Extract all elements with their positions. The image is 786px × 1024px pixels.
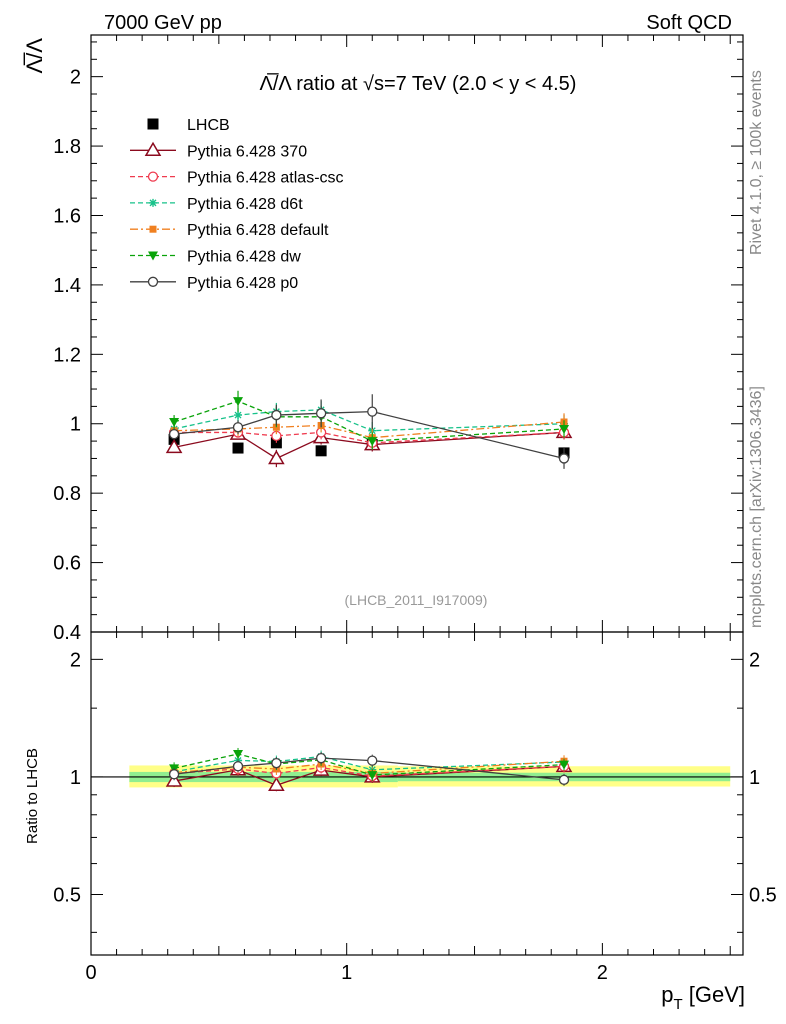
- main-y-tick-label: 1.2: [53, 344, 81, 366]
- main-y-tick-label: 1: [70, 414, 81, 436]
- main-y-tick-label: 1.6: [53, 205, 81, 227]
- watermark-label: (LHCB_2011_I917009): [345, 592, 488, 608]
- uncertainty-bands: [91, 765, 743, 788]
- ratio-point-p370: [268, 776, 285, 792]
- data-point-lhcb: [315, 445, 327, 457]
- legend-item-atlas_csc: Pythia 6.428 atlas-csc: [130, 170, 344, 187]
- side-source-label: mcplots.cern.ch [arXiv:1306.3436]: [748, 386, 765, 628]
- data-point-p0: [315, 408, 327, 419]
- ratio-point-p0: [367, 755, 378, 766]
- legend-marker-p0: [147, 276, 159, 287]
- ratio-y-tick-label-right: 1: [749, 767, 760, 789]
- legend-label-p0: Pythia 6.428 p0: [187, 275, 298, 292]
- legend: LHCB Pythia 6.428 370 Pythia 6.428 atlas-c…: [130, 117, 344, 292]
- plot-title: Λ̅/Λ ratio at √s=7 TeV (2.0 < y < 4.5): [260, 72, 577, 95]
- legend-item-p370: Pythia 6.428 370: [130, 141, 307, 160]
- side-rivet-label: Rivet 4.1.0, ≥ 100k events: [748, 70, 765, 255]
- legend-item-d6t: Pythia 6.428 d6t: [130, 196, 303, 213]
- legend-item-lhcb: LHCB: [147, 117, 230, 134]
- main-y-tick-label: 2: [70, 67, 81, 89]
- ratio-y-tick-label: 1: [70, 767, 81, 789]
- ratio-y-axis-label: Ratio to LHCB: [24, 748, 41, 844]
- legend-label-default: Pythia 6.428 default: [187, 222, 329, 239]
- main-y-tick-label: 0.8: [53, 483, 81, 505]
- x-axis-label: pT [GeV]: [661, 982, 745, 1013]
- plot-title-sqrt: √: [363, 73, 374, 95]
- series-line-p0: [174, 410, 565, 460]
- main-y-tick-label: 0.4: [53, 622, 81, 644]
- process-label: Soft QCD: [646, 12, 732, 34]
- main-y-tick-label: 0.6: [53, 553, 81, 575]
- legend-item-p0: Pythia 6.428 p0: [130, 275, 298, 292]
- data-point-dw: [169, 418, 180, 428]
- data-point-dw: [233, 397, 244, 407]
- ratio-line-dw: [173, 753, 565, 776]
- ratio-point-p0: [315, 753, 327, 764]
- data-point-p0: [271, 409, 282, 421]
- main-y-axis-label: Λ̅/Λ: [22, 38, 47, 74]
- x-tick-label: 1: [341, 962, 352, 984]
- ratio-y-tick-label: 0.5: [53, 885, 81, 907]
- ratio-y-tick-label-right: 0.5: [749, 885, 777, 907]
- series-line-dw: [173, 400, 565, 442]
- legend-marker-d6t: [149, 198, 157, 207]
- ratio-point-p0: [558, 774, 570, 785]
- x-axis-label-unit: [GeV]: [683, 982, 745, 1007]
- data-point-dw: [559, 424, 570, 434]
- ratio-point-p0: [168, 769, 180, 780]
- series-line-default: [174, 421, 565, 439]
- series-p0: [168, 394, 570, 469]
- ratio-point-p0: [232, 761, 244, 772]
- ratio-point-p0: [271, 757, 282, 769]
- series-line-atlas_csc: [174, 431, 565, 444]
- ratio-point-dw: [233, 749, 244, 759]
- data-point-p370: [165, 438, 183, 454]
- legend-item-dw: Pythia 6.428 dw: [130, 249, 301, 266]
- data-point-p0: [367, 406, 378, 417]
- legend-marker-dw: [148, 251, 158, 261]
- ratio-y-tick-label-right: 2: [749, 649, 760, 671]
- legend-label-dw: Pythia 6.428 dw: [187, 249, 301, 266]
- legend-label-d6t: Pythia 6.428 d6t: [187, 196, 303, 213]
- energy-label: 7000 GeV pp: [104, 12, 222, 34]
- ratio-series-p0: [168, 752, 570, 786]
- legend-label-lhcb: LHCB: [187, 117, 230, 134]
- ratio-line-p0: [174, 757, 565, 781]
- main-y-tick-label: 1.4: [53, 275, 81, 297]
- legend-label-p370: Pythia 6.428 370: [187, 143, 307, 160]
- legend-marker-lhcb: [147, 118, 159, 130]
- data-point-p0: [558, 453, 570, 464]
- ratio-line-d6t: [173, 755, 565, 773]
- ratio-line-p370: [173, 765, 565, 786]
- data-point-d6t: [234, 411, 243, 420]
- axes: 0.4 0.6 0.8 1 1.2 1.4 1.6 1.8 2 0 1 2 0.5 0.5 1 1 2 2: [53, 34, 777, 984]
- series-line-p370: [173, 431, 565, 460]
- legend-item-default: Pythia 6.428 default: [130, 222, 329, 239]
- legend-marker-p370: [144, 141, 162, 157]
- ratio-plot-frame: [90, 631, 744, 956]
- ratio-point-dw: [559, 760, 570, 770]
- x-tick-label: 2: [597, 962, 608, 984]
- ratio-y-tick-label: 2: [70, 649, 81, 671]
- legend-marker-atlas_csc: [147, 171, 159, 182]
- ratio-point-dw: [367, 771, 378, 781]
- legend-marker-default: [149, 225, 157, 233]
- series-line-d6t: [173, 409, 565, 432]
- plot-title-prefix: Λ̅/Λ ratio at: [260, 72, 363, 95]
- x-tick-label: 0: [85, 962, 96, 984]
- x-axis-label-sub: T: [673, 996, 682, 1013]
- data-point-p0: [232, 422, 244, 433]
- data-point-p370: [268, 449, 285, 465]
- plot-title-suffix: s=7 TeV (2.0 < y < 4.5): [374, 73, 577, 95]
- data-point-lhcb: [232, 442, 244, 454]
- data-series: [165, 390, 573, 792]
- data-point-p0: [168, 429, 180, 440]
- x-axis-label-main: p: [661, 982, 673, 1007]
- data-point-dw: [367, 437, 378, 447]
- series-d6t: [170, 401, 569, 440]
- main-y-tick-label: 1.8: [53, 136, 81, 158]
- legend-label-atlas_csc: Pythia 6.428 atlas-csc: [187, 170, 344, 187]
